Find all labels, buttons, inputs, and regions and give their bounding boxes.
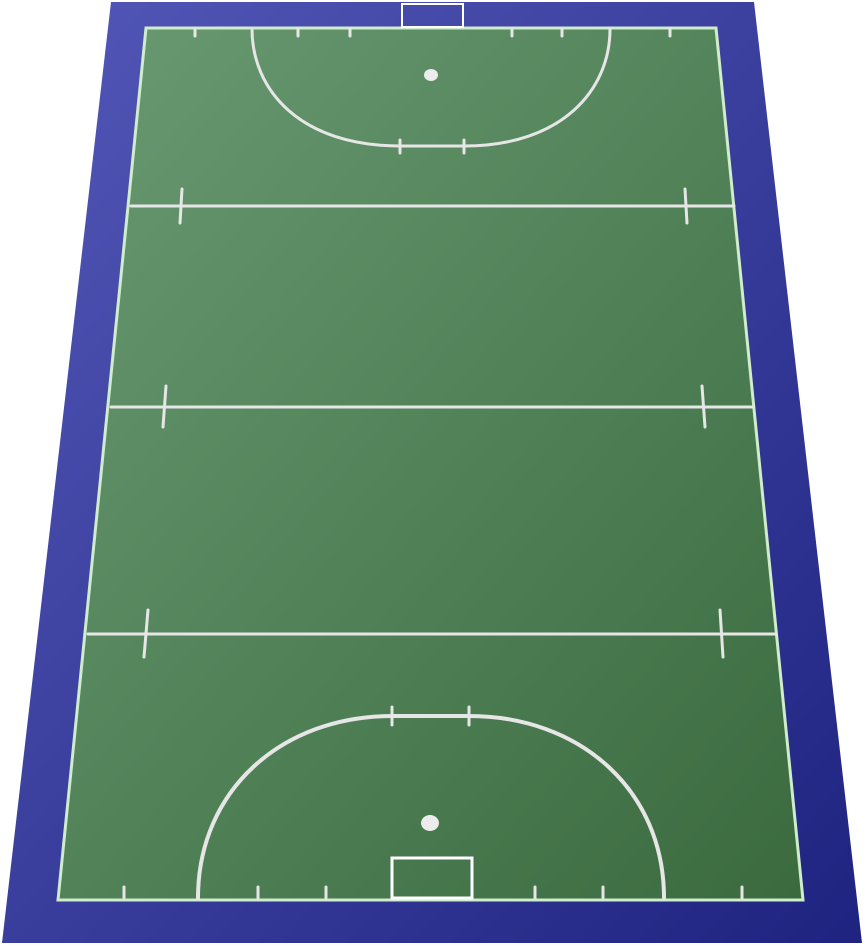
hash-mark bbox=[161, 384, 168, 429]
top-goal bbox=[401, 3, 464, 28]
hash-mark bbox=[683, 187, 689, 225]
bottom-shooting-circle bbox=[196, 714, 666, 900]
hash-mark bbox=[718, 608, 725, 659]
hash-mark bbox=[142, 608, 150, 659]
hash-mark bbox=[700, 384, 707, 429]
hash-mark bbox=[178, 187, 184, 225]
bottom-goal bbox=[390, 856, 474, 900]
top-penalty-spot bbox=[424, 69, 438, 81]
bottom-penalty-spot bbox=[421, 815, 439, 831]
top-shooting-circle bbox=[250, 27, 612, 148]
turf-field bbox=[56, 26, 805, 902]
